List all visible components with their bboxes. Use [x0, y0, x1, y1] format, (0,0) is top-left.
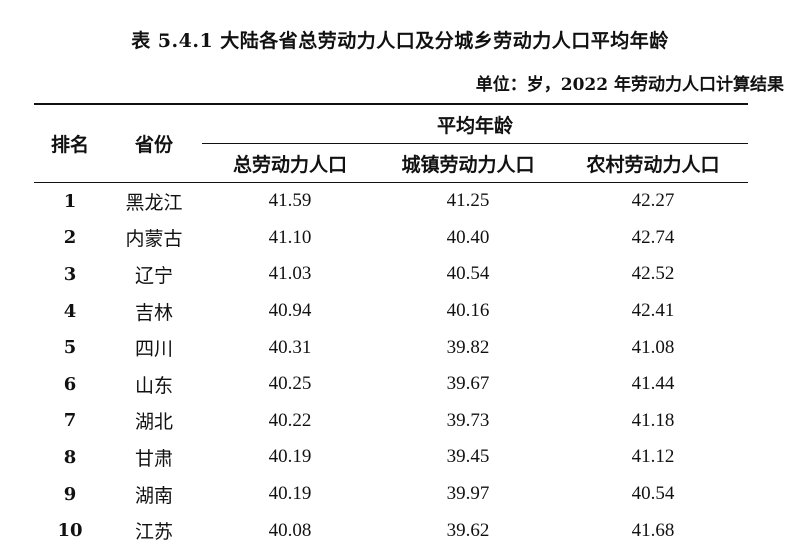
rank-cell: 1 — [63, 190, 77, 212]
rank-cell: 4 — [63, 300, 77, 322]
urban-cell: 39.67 — [446, 373, 490, 395]
unit-note: 单位：岁，2022 年劳动力人口计算结果 — [475, 75, 784, 95]
rank-cell: 6 — [63, 373, 77, 395]
table-row: 2 内蒙古 41.10 40.40 42.74 — [34, 220, 748, 257]
urban-cell: 39.45 — [446, 446, 490, 468]
rural-cell: 42.41 — [631, 300, 675, 322]
header-avg-age: 平均年龄 — [202, 103, 749, 144]
urban-cell: 39.62 — [446, 519, 490, 541]
province-cell: 江苏 — [134, 521, 173, 544]
table-row: 3 辽宁 41.03 40.54 42.52 — [34, 256, 748, 293]
rural-cell: 41.18 — [631, 409, 675, 431]
total-cell: 41.10 — [268, 226, 312, 248]
province-cell: 辽宁 — [134, 264, 173, 287]
province-cell: 湖南 — [134, 484, 173, 507]
province-cell: 甘肃 — [134, 447, 173, 470]
urban-cell: 40.54 — [446, 263, 490, 285]
total-cell: 40.22 — [268, 409, 312, 431]
rural-cell: 41.08 — [631, 336, 675, 358]
urban-cell: 39.97 — [446, 483, 490, 505]
table-row: 8 甘肃 40.19 39.45 41.12 — [34, 439, 748, 476]
rural-cell: 41.12 — [631, 446, 675, 468]
table-body: 1 黑龙江 41.59 41.25 42.27 2 内蒙古 41.10 40.4… — [34, 183, 748, 549]
rural-cell: 42.27 — [631, 190, 675, 212]
rank-cell: 7 — [63, 410, 77, 432]
table-row: 9 湖南 40.19 39.97 40.54 — [34, 476, 748, 513]
total-cell: 40.08 — [268, 519, 312, 541]
table-row: 5 四川 40.31 39.82 41.08 — [34, 329, 748, 366]
urban-cell: 39.82 — [446, 336, 490, 358]
rank-cell: 5 — [63, 337, 77, 359]
total-cell: 40.19 — [268, 446, 312, 468]
age-table: 排名 省份 平均年龄 总劳动力人口 城镇劳动力人口 农村劳动力人口 1 黑龙江 … — [34, 103, 749, 549]
province-cell: 吉林 — [134, 301, 173, 324]
rank-cell: 10 — [57, 520, 83, 542]
rural-cell: 41.68 — [631, 519, 675, 541]
table-row: 10 江苏 40.08 39.62 41.68 — [34, 512, 748, 549]
rural-cell: 42.52 — [631, 263, 675, 285]
header-province: 省份 — [106, 103, 202, 183]
rank-cell: 8 — [63, 446, 77, 468]
province-cell: 四川 — [134, 338, 173, 361]
table-row: 1 黑龙江 41.59 41.25 42.27 — [34, 183, 748, 220]
rank-cell: 2 — [63, 227, 77, 249]
urban-cell: 41.25 — [446, 190, 490, 212]
table-row: 4 吉林 40.94 40.16 42.41 — [34, 293, 748, 330]
rank-cell: 3 — [63, 263, 77, 285]
province-cell: 湖北 — [134, 411, 173, 434]
total-cell: 40.19 — [268, 483, 312, 505]
urban-cell: 40.16 — [446, 300, 490, 322]
total-cell: 40.31 — [268, 336, 312, 358]
urban-cell: 39.73 — [446, 409, 490, 431]
total-cell: 40.25 — [268, 373, 312, 395]
header-urban: 城镇劳动力人口 — [378, 143, 558, 183]
total-cell: 41.59 — [268, 190, 312, 212]
rural-cell: 40.54 — [631, 483, 675, 505]
province-cell: 黑龙江 — [125, 191, 183, 214]
table-caption: 表 5.4.1 大陆各省总劳动力人口及分城乡劳动力人口平均年龄 — [131, 30, 669, 52]
header-rank: 排名 — [34, 103, 106, 183]
total-cell: 41.03 — [268, 263, 312, 285]
rank-cell: 9 — [63, 483, 77, 505]
total-cell: 40.94 — [268, 300, 312, 322]
province-cell: 山东 — [134, 374, 173, 397]
urban-cell: 40.40 — [446, 226, 490, 248]
header-total: 总劳动力人口 — [202, 143, 378, 183]
rural-cell: 41.44 — [631, 373, 675, 395]
header-rural: 农村劳动力人口 — [558, 143, 749, 183]
table-row: 6 山东 40.25 39.67 41.44 — [34, 366, 748, 403]
table-row: 7 湖北 40.22 39.73 41.18 — [34, 403, 748, 440]
province-cell: 内蒙古 — [125, 228, 183, 251]
rural-cell: 42.74 — [631, 226, 675, 248]
